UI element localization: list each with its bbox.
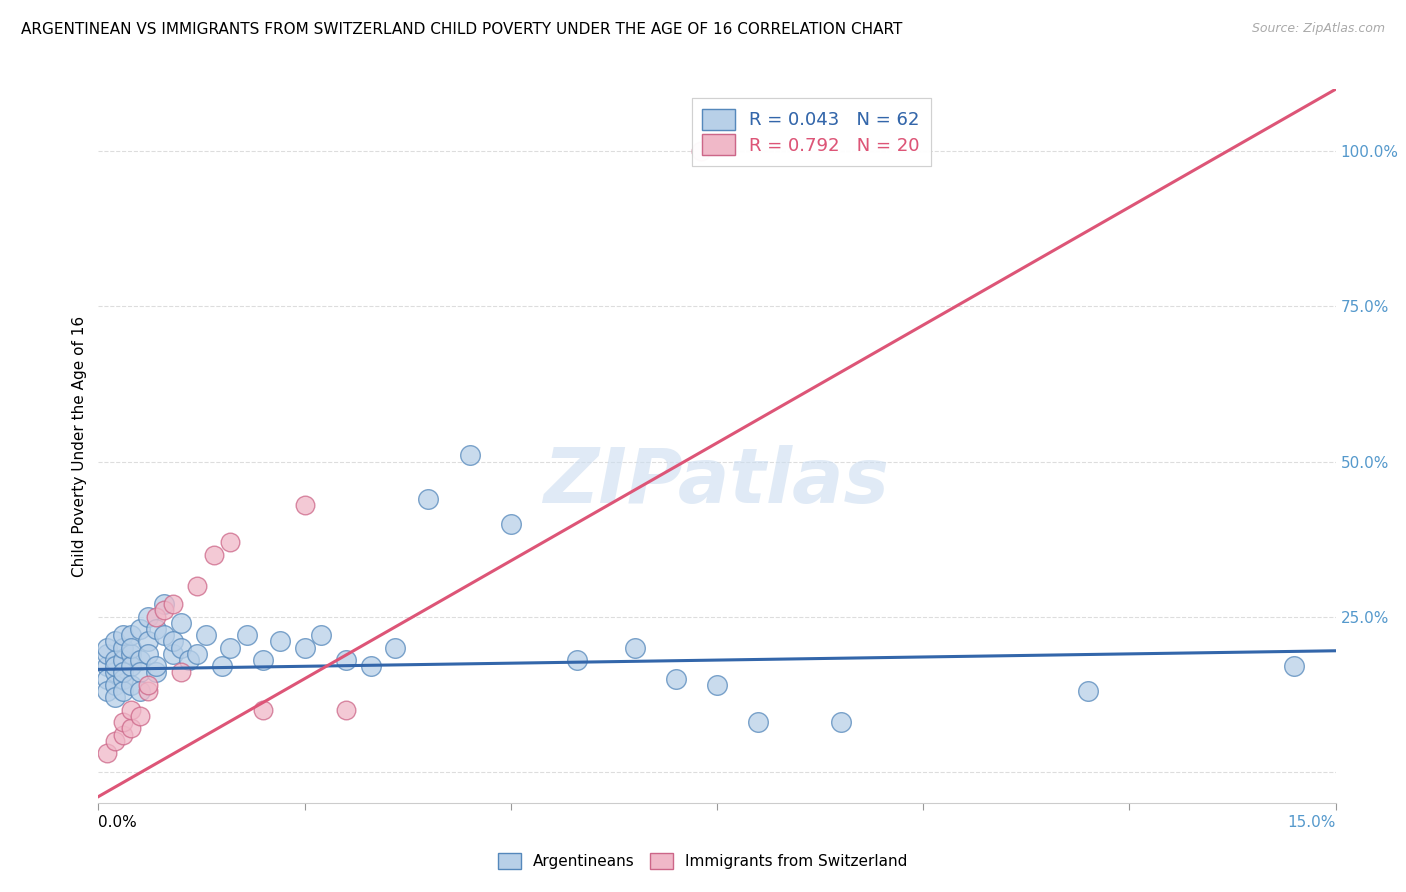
Point bbox=[335, 703, 357, 717]
Point bbox=[96, 672, 118, 686]
Point bbox=[170, 615, 193, 630]
Point bbox=[689, 145, 711, 159]
Point bbox=[186, 579, 208, 593]
Point bbox=[128, 709, 150, 723]
Point bbox=[384, 640, 406, 655]
Point bbox=[309, 628, 332, 642]
Point bbox=[112, 653, 135, 667]
Point bbox=[112, 684, 135, 698]
Point bbox=[252, 703, 274, 717]
Point bbox=[706, 678, 728, 692]
Point bbox=[136, 634, 159, 648]
Point bbox=[112, 640, 135, 655]
Point bbox=[153, 603, 176, 617]
Point bbox=[153, 597, 176, 611]
Point bbox=[112, 715, 135, 730]
Point bbox=[294, 498, 316, 512]
Point bbox=[128, 665, 150, 680]
Point bbox=[96, 659, 118, 673]
Point bbox=[269, 634, 291, 648]
Point bbox=[104, 733, 127, 747]
Point bbox=[162, 647, 184, 661]
Point bbox=[170, 665, 193, 680]
Text: 0.0%: 0.0% bbox=[98, 815, 138, 830]
Point bbox=[1284, 659, 1306, 673]
Point bbox=[830, 715, 852, 730]
Point bbox=[136, 678, 159, 692]
Point bbox=[120, 640, 142, 655]
Point bbox=[104, 659, 127, 673]
Point bbox=[360, 659, 382, 673]
Point bbox=[1077, 684, 1099, 698]
Point bbox=[120, 722, 142, 736]
Point bbox=[202, 548, 225, 562]
Point bbox=[335, 653, 357, 667]
Point bbox=[162, 597, 184, 611]
Point bbox=[170, 640, 193, 655]
Legend: Argentineans, Immigrants from Switzerland: Argentineans, Immigrants from Switzerlan… bbox=[492, 847, 914, 875]
Point bbox=[747, 715, 769, 730]
Point bbox=[236, 628, 259, 642]
Point bbox=[104, 678, 127, 692]
Point bbox=[179, 653, 201, 667]
Text: ARGENTINEAN VS IMMIGRANTS FROM SWITZERLAND CHILD POVERTY UNDER THE AGE OF 16 COR: ARGENTINEAN VS IMMIGRANTS FROM SWITZERLA… bbox=[21, 22, 903, 37]
Point bbox=[96, 640, 118, 655]
Point bbox=[499, 516, 522, 531]
Point bbox=[665, 672, 688, 686]
Text: Source: ZipAtlas.com: Source: ZipAtlas.com bbox=[1251, 22, 1385, 36]
Point bbox=[112, 727, 135, 741]
Point bbox=[112, 665, 135, 680]
Point bbox=[104, 690, 127, 705]
Text: ZIPatlas: ZIPatlas bbox=[544, 445, 890, 518]
Point bbox=[418, 491, 440, 506]
Point bbox=[120, 647, 142, 661]
Text: 15.0%: 15.0% bbox=[1288, 815, 1336, 830]
Point bbox=[96, 647, 118, 661]
Point bbox=[145, 659, 167, 673]
Point bbox=[120, 659, 142, 673]
Point bbox=[120, 628, 142, 642]
Point bbox=[128, 653, 150, 667]
Point bbox=[145, 609, 167, 624]
Point bbox=[104, 665, 127, 680]
Point bbox=[96, 684, 118, 698]
Point bbox=[145, 622, 167, 636]
Point bbox=[194, 628, 217, 642]
Point bbox=[104, 653, 127, 667]
Point bbox=[623, 640, 645, 655]
Point bbox=[219, 640, 242, 655]
Point bbox=[136, 647, 159, 661]
Legend: R = 0.043   N = 62, R = 0.792   N = 20: R = 0.043 N = 62, R = 0.792 N = 20 bbox=[692, 98, 931, 166]
Point bbox=[112, 672, 135, 686]
Point bbox=[153, 628, 176, 642]
Point bbox=[136, 684, 159, 698]
Point bbox=[565, 653, 588, 667]
Point bbox=[104, 634, 127, 648]
Point bbox=[128, 684, 150, 698]
Point bbox=[96, 746, 118, 760]
Point bbox=[252, 653, 274, 667]
Point bbox=[162, 634, 184, 648]
Point bbox=[186, 647, 208, 661]
Point bbox=[120, 703, 142, 717]
Point bbox=[120, 678, 142, 692]
Y-axis label: Child Poverty Under the Age of 16: Child Poverty Under the Age of 16 bbox=[72, 316, 87, 576]
Point bbox=[136, 609, 159, 624]
Point bbox=[128, 622, 150, 636]
Point bbox=[145, 665, 167, 680]
Point bbox=[458, 448, 481, 462]
Point bbox=[294, 640, 316, 655]
Point bbox=[219, 535, 242, 549]
Point bbox=[112, 628, 135, 642]
Point bbox=[211, 659, 233, 673]
